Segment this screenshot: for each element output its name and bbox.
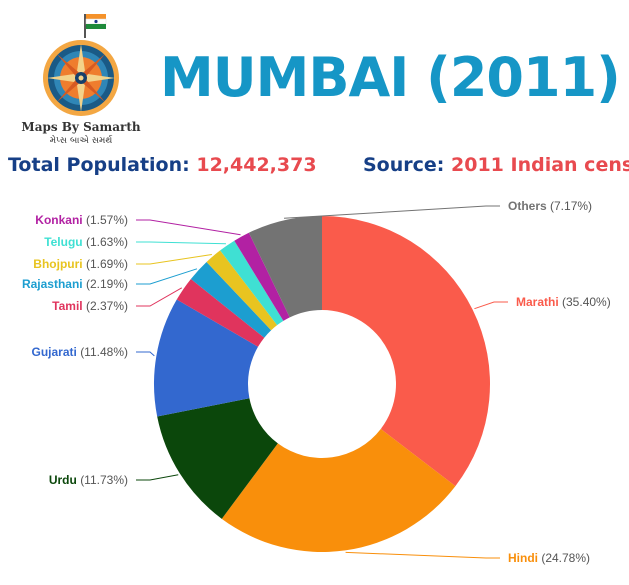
label-value-urdu: (11.73%)	[80, 473, 128, 487]
page-title: MUMBAI (2011)	[160, 46, 621, 109]
label-value-bhojpuri: (1.69%)	[86, 257, 128, 271]
source-label: Source:	[363, 154, 445, 176]
population-value: 12,442,373	[196, 154, 317, 176]
source-line: Source: 2011 Indian census	[363, 154, 629, 176]
source-value: 2011 Indian census	[451, 154, 629, 176]
label-name-gujarati: Gujarati	[32, 345, 81, 359]
total-population-line: Total Population: 12,442,373	[8, 154, 317, 176]
leader-line-konkani	[136, 219, 241, 236]
logo-name: Maps By Samarth	[21, 120, 141, 134]
label-rajasthani: Rajasthani (2.19%)	[22, 277, 128, 291]
label-name-hindi: Hindi	[508, 551, 541, 565]
leader-line-telugu	[136, 241, 226, 245]
label-urdu: Urdu (11.73%)	[49, 473, 128, 487]
population-label: Total Population:	[8, 154, 190, 176]
label-name-konkani: Konkani	[35, 213, 86, 227]
compass-logo-icon	[43, 14, 119, 116]
label-name-urdu: Urdu	[49, 473, 80, 487]
label-name-others: Others	[508, 199, 550, 213]
leader-line-hindi	[345, 551, 500, 559]
leader-line-urdu	[136, 474, 179, 481]
logo-subtitle: મેપ્સ બાએ સમર્થ	[49, 136, 113, 146]
label-name-bhojpuri: Bhojpuri	[33, 257, 86, 271]
leader-line-gujarati	[136, 351, 155, 357]
label-gujarati: Gujarati (11.48%)	[32, 345, 129, 359]
label-name-rajasthani: Rajasthani	[22, 277, 86, 291]
leader-line-others	[284, 205, 500, 219]
slice-telugu	[220, 240, 284, 326]
leader-line-tamil	[136, 287, 183, 307]
label-value-rajasthani: (2.19%)	[86, 277, 128, 291]
label-name-tamil: Tamil	[52, 299, 86, 313]
slice-marathi	[322, 216, 490, 487]
slice-bhojpuri	[206, 250, 278, 331]
label-tamil: Tamil (2.37%)	[52, 299, 128, 313]
label-value-telugu: (1.63%)	[86, 235, 128, 249]
slice-rajasthani	[190, 261, 272, 338]
label-value-konkani: (1.57%)	[86, 213, 128, 227]
slice-urdu	[157, 398, 278, 519]
label-telugu: Telugu (1.63%)	[44, 235, 128, 249]
slice-gujarati	[154, 299, 259, 417]
label-others: Others (7.17%)	[508, 199, 592, 213]
slice-hindi	[221, 428, 456, 552]
leader-line-marathi	[474, 301, 508, 310]
slice-konkani	[234, 232, 290, 321]
slice-others	[248, 216, 322, 318]
label-value-gujarati: (11.48%)	[80, 345, 128, 359]
slice-tamil	[176, 278, 265, 347]
leader-line-rajasthani	[136, 268, 198, 285]
label-marathi: Marathi (35.40%)	[516, 295, 611, 309]
label-value-hindi: (24.78%)	[541, 551, 590, 565]
label-bhojpuri: Bhojpuri (1.69%)	[33, 257, 128, 271]
logo: Maps By Samarth મેપ્સ બાએ સમર્થ	[16, 8, 146, 153]
label-name-marathi: Marathi	[516, 295, 562, 309]
leader-line-bhojpuri	[136, 253, 212, 265]
label-value-others: (7.17%)	[550, 199, 592, 213]
label-hindi: Hindi (24.78%)	[508, 551, 590, 565]
label-konkani: Konkani (1.57%)	[35, 213, 128, 227]
label-value-marathi: (35.40%)	[562, 295, 611, 309]
label-name-telugu: Telugu	[44, 235, 86, 249]
label-value-tamil: (2.37%)	[86, 299, 128, 313]
